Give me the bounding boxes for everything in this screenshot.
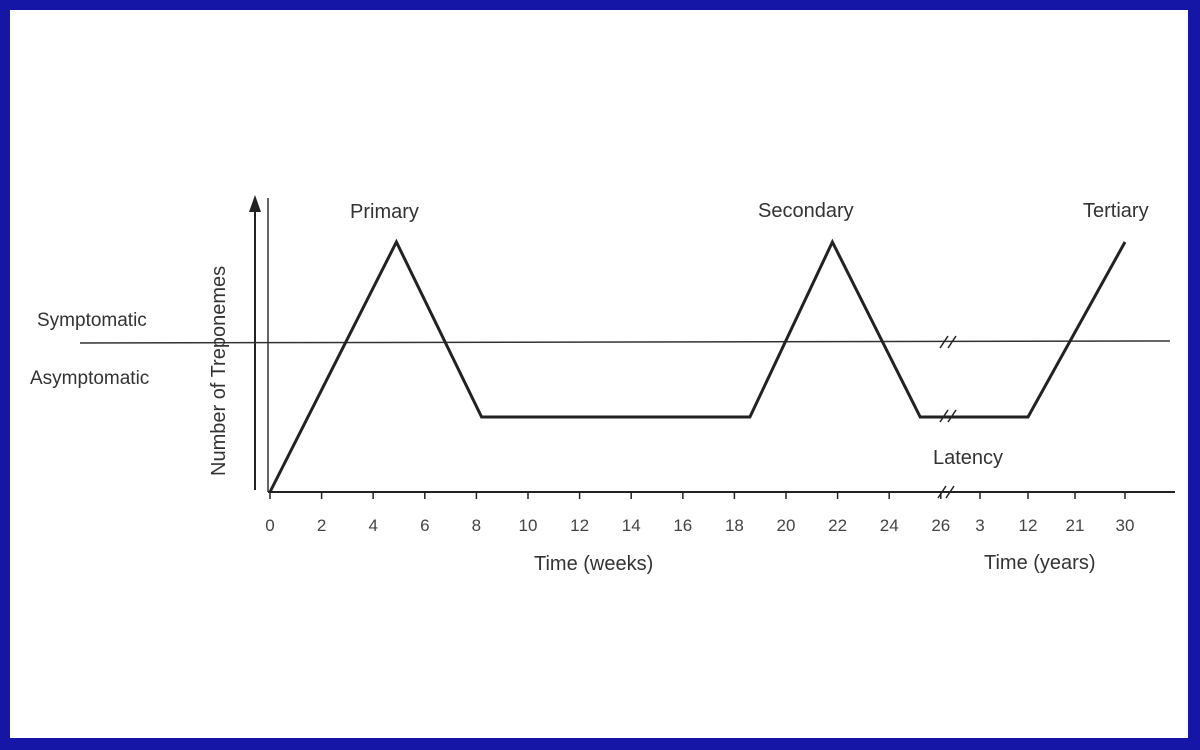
treponeme-count-line [268,238,1127,493]
y-axis-title: Number of Treponemes [208,266,230,476]
x-tick-label-weeks: 2 [317,516,326,535]
x-tick-label-weeks: 10 [519,516,538,535]
symptomatic-threshold-line [79,340,1171,344]
x-tick-label-weeks: 6 [420,516,429,535]
x-axis-title-weeks: Time (weeks) [534,553,653,575]
x-tick-label-weeks: 16 [673,516,692,535]
asymptomatic-label: Asymptomatic [30,368,149,389]
x-tick-label-weeks: 12 [570,516,589,535]
x-tick-label-weeks: 24 [880,516,899,535]
x-tick-label-years: 3 [975,516,984,535]
x-tick-label-weeks: 26 [931,516,950,535]
x-tick-label-weeks: 4 [368,516,377,535]
series-layer [268,238,1127,493]
phase-label-secondary: Secondary [758,200,854,222]
x-tick-layer: 0 2 4 6 8 10 12 14 16 18 20 22 24 26 3 12 21 30 [265,492,1134,535]
threshold-break-mark [939,335,957,349]
symptomatic-label: Symptomatic [37,310,147,331]
phase-label-tertiary: Tertiary [1083,200,1149,222]
x-axis-title-years: Time (years) [984,552,1095,574]
x-axis-break-mark [937,485,955,499]
x-tick-label-weeks: 22 [828,516,847,535]
phase-label-primary: Primary [350,201,419,223]
figure-frame [10,10,1188,738]
x-tick-label-weeks: 18 [725,516,744,535]
x-tick-label-weeks: 8 [472,516,481,535]
x-tick-label-years: 21 [1066,516,1085,535]
x-tick-label-weeks: 20 [777,516,796,535]
latency-label: Latency [933,447,1003,469]
x-tick-label-weeks: 14 [622,516,641,535]
y-axis-arrow [249,195,261,212]
x-tick-label-years: 12 [1019,516,1038,535]
x-tick-label-years: 30 [1116,516,1135,535]
x-tick-label-weeks: 0 [265,516,274,535]
